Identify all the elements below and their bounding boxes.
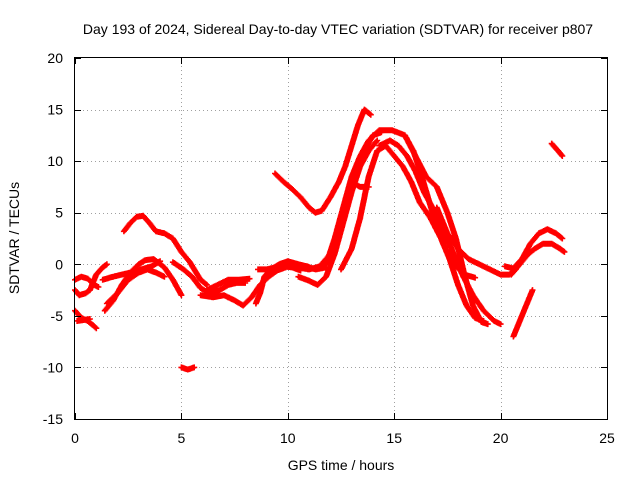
series-markers (433, 204, 519, 278)
series-arc-l (178, 364, 198, 373)
series-markers (348, 178, 372, 190)
series-arc-i (169, 259, 249, 297)
y-tick-label: -15 (43, 411, 63, 427)
series-markers (178, 364, 198, 373)
series-markers (255, 263, 304, 274)
y-tick-label: 0 (55, 256, 63, 272)
series-arc-u (348, 178, 372, 190)
tick-labels: 0 5 10 15 20 25 -15 -10 -5 0 5 10 15 20 (43, 50, 615, 446)
x-tick-label: 0 (71, 430, 79, 446)
series-markers (548, 140, 566, 159)
x-tick-label: 5 (178, 430, 186, 446)
series-arc-g (99, 258, 164, 283)
x-tick-label: 20 (493, 430, 509, 446)
series-arc-s (338, 142, 487, 324)
plot-frame (74, 57, 608, 420)
series-markers (99, 258, 164, 283)
series-markers (508, 240, 568, 278)
series-markers (272, 106, 374, 216)
series-markers (338, 142, 487, 324)
series-markers (120, 212, 210, 288)
y-tick-label: -10 (43, 359, 63, 375)
x-axis-label: GPS time / hours (288, 457, 395, 473)
axis-ticks (75, 58, 608, 420)
series-arc-k (203, 275, 253, 294)
series-markers (401, 132, 491, 328)
y-tick-label: 10 (47, 153, 63, 169)
series-arc-h (120, 212, 210, 288)
y-axis-label: SDTVAR / TECUs (6, 182, 22, 294)
series-arc-o (272, 106, 374, 216)
y-tick-label: -5 (51, 308, 64, 324)
series-markers (501, 226, 566, 272)
x-tick-label: 10 (280, 430, 296, 446)
series-arc-y (501, 226, 566, 272)
y-tick-label: 15 (47, 102, 63, 118)
series-markers (74, 316, 93, 324)
series-arc-z (510, 287, 536, 340)
series-arc-d (74, 316, 93, 324)
series-markers (203, 275, 253, 294)
series-arc-v (401, 132, 491, 328)
series-arc-x (508, 240, 568, 278)
data-series (72, 106, 568, 373)
series-arc-w (433, 204, 519, 278)
series-markers (510, 287, 536, 340)
x-tick-label: 15 (386, 430, 402, 446)
x-tick-label: 25 (599, 430, 615, 446)
chart-title: Day 193 of 2024, Sidereal Day-to-day VTE… (83, 21, 593, 37)
series-arc-aa (548, 140, 566, 159)
series-arc-n (255, 263, 304, 274)
y-tick-label: 20 (47, 50, 63, 66)
y-tick-label: 5 (55, 205, 63, 221)
series-markers (169, 259, 249, 297)
